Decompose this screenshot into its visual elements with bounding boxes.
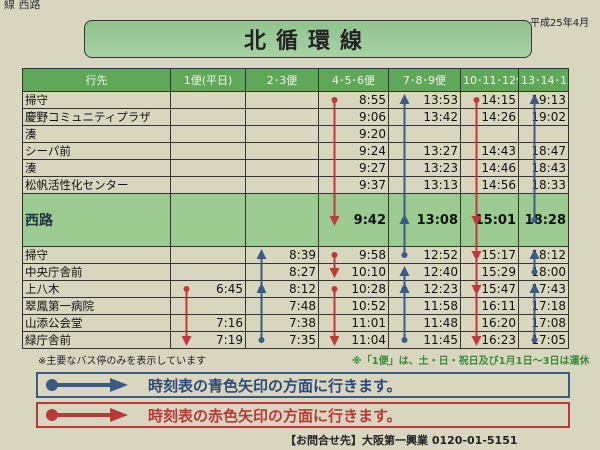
arrow-up-icon bbox=[256, 249, 267, 259]
time-cell: 17:05 bbox=[518, 331, 569, 349]
legend-blue: 時刻表の青色矢印の方面に行きます。 bbox=[36, 372, 570, 398]
arrow-up-icon bbox=[399, 266, 410, 276]
time-cell: 11:48 bbox=[388, 314, 461, 332]
table-row: 湊 9:20 bbox=[22, 125, 569, 143]
time-cell: 15:01 bbox=[460, 193, 519, 247]
start-dot-icon bbox=[258, 337, 265, 343]
time-cell: 9:06 bbox=[318, 108, 389, 126]
start-dot-icon bbox=[473, 252, 480, 258]
stop-name: 掃守 bbox=[22, 91, 171, 109]
table-row: 西路 9:42 13:08 15:01 18:28 bbox=[22, 193, 569, 247]
time-cell: 18:28 bbox=[518, 193, 569, 247]
arrow-up-icon bbox=[529, 94, 540, 104]
start-dot-icon bbox=[331, 252, 338, 258]
time-cell: 16:11 bbox=[460, 297, 519, 315]
time-cell: 13:08 bbox=[388, 193, 461, 247]
arrow-down-icon bbox=[329, 268, 340, 278]
table-row: 緑庁舎前 7:19 7:35 11:04 11:45 16:23 17:05 bbox=[22, 331, 569, 349]
time-cell bbox=[245, 193, 319, 247]
start-dot-icon bbox=[531, 217, 538, 223]
time-cell: 17:18 bbox=[518, 297, 569, 315]
time-cell bbox=[170, 193, 246, 247]
stop-name: 西路 bbox=[22, 193, 171, 247]
time-cell: 7:35 bbox=[245, 331, 319, 349]
start-dot-icon bbox=[531, 337, 538, 343]
arrow-up-icon bbox=[529, 249, 540, 259]
column-header: 13･14･15便 bbox=[518, 68, 569, 92]
table-row: 松帆活性化センター 9:37 13:13 14:56 18:33 bbox=[22, 176, 569, 194]
time-cell: 11:01 bbox=[318, 314, 389, 332]
time-cell: 14:43 bbox=[460, 142, 519, 160]
start-dot-icon bbox=[473, 97, 480, 103]
blue-arrow-icon bbox=[46, 378, 128, 392]
table-row: 掃守 8:39 9:58 12:52 15:17 18:12 bbox=[22, 246, 569, 264]
arrow-down-icon bbox=[471, 336, 482, 346]
contact-info: 【お問合せ先】大阪第一興業 0120-01-5151 bbox=[285, 434, 518, 447]
table-row: 中央庁舎前 8:27 10:10 12:40 15:29 18:00 bbox=[22, 263, 569, 281]
legend-red: 時刻表の赤色矢印の方面に行きます。 bbox=[36, 402, 570, 428]
arrow-up-icon bbox=[399, 94, 410, 104]
start-dot-icon bbox=[183, 286, 190, 292]
column-header: 2･3便 bbox=[245, 68, 319, 92]
arrow-up-icon bbox=[529, 283, 540, 293]
time-cell: 10:28 bbox=[318, 280, 389, 298]
time-cell: 13:27 bbox=[388, 142, 461, 160]
time-cell: 19:02 bbox=[518, 108, 569, 126]
table-row: 山添公会堂 7:16 7:38 11:01 11:48 16:20 17:08 bbox=[22, 314, 569, 332]
time-cell: 9:27 bbox=[318, 159, 389, 177]
legend-red-text: 時刻表の赤色矢印の方面に行きます。 bbox=[148, 406, 402, 425]
time-cell: 12:40 bbox=[388, 263, 461, 281]
time-cell: 10:52 bbox=[318, 297, 389, 315]
legend-blue-text: 時刻表の青色矢印の方面に行きます。 bbox=[148, 376, 402, 395]
start-dot-icon bbox=[473, 286, 480, 292]
time-cell: 11:45 bbox=[388, 331, 461, 349]
route-label: 線 西路 bbox=[4, 0, 41, 11]
table-row: 慶野コミュニティプラザ 9:06 13:42 14:26 19:02 bbox=[22, 108, 569, 126]
arrow-down-icon bbox=[329, 216, 340, 226]
table-row: 翠鳳第一病院 7:48 10:52 11:58 16:11 17:18 bbox=[22, 297, 569, 315]
stop-name: シーパ前 bbox=[22, 142, 171, 160]
start-dot-icon bbox=[401, 337, 408, 343]
column-header: 10･11･12便 bbox=[460, 68, 519, 92]
arrow-up-icon bbox=[399, 214, 410, 224]
arrow-down-icon bbox=[181, 336, 192, 346]
date-label: 平成25年4月 bbox=[530, 18, 590, 29]
note-major-stops: ※主要なバス停のみを表示しています bbox=[38, 356, 207, 367]
time-cell: 17:43 bbox=[518, 280, 569, 298]
arrow-down-icon bbox=[329, 336, 340, 346]
time-cell: 9:20 bbox=[318, 125, 389, 143]
time-cell: 18:12 bbox=[518, 246, 569, 264]
arrow-up-icon bbox=[399, 283, 410, 293]
start-dot-icon bbox=[473, 217, 480, 223]
start-dot-icon bbox=[331, 286, 338, 292]
time-cell: 16:23 bbox=[460, 331, 519, 349]
stop-name: 中央庁舎前 bbox=[22, 263, 171, 281]
time-cell: 7:16 bbox=[170, 314, 246, 332]
time-cell: 12:23 bbox=[388, 280, 461, 298]
table-row: シーパ前 9:24 13:27 14:43 18:47 bbox=[22, 142, 569, 160]
column-header: 行先 bbox=[22, 68, 171, 92]
start-dot-icon bbox=[331, 97, 338, 103]
time-cell: 8:39 bbox=[245, 246, 319, 264]
time-cell: 19:13 bbox=[518, 91, 569, 109]
start-dot-icon bbox=[401, 252, 408, 258]
time-cell: 9:42 bbox=[318, 193, 389, 247]
stop-name: 山添公会堂 bbox=[22, 314, 171, 332]
timetable: 行先1便(平日)2･3便4･5･6便7･8･9便10･11･12便13･14･1… bbox=[22, 68, 569, 349]
note-holiday: ※「1便」は、土・日・祝日及び1月1日～3日は運休 bbox=[352, 356, 590, 367]
start-dot-icon bbox=[531, 269, 538, 275]
time-cell: 9:37 bbox=[318, 176, 389, 194]
arrow-up-icon bbox=[256, 283, 267, 293]
column-header: 1便(平日) bbox=[170, 68, 246, 92]
stop-name: 緑庁舎前 bbox=[22, 331, 171, 349]
time-cell: 18:33 bbox=[518, 176, 569, 194]
red-arrow-icon bbox=[46, 408, 128, 422]
page-title: 北循環線 bbox=[84, 20, 532, 58]
